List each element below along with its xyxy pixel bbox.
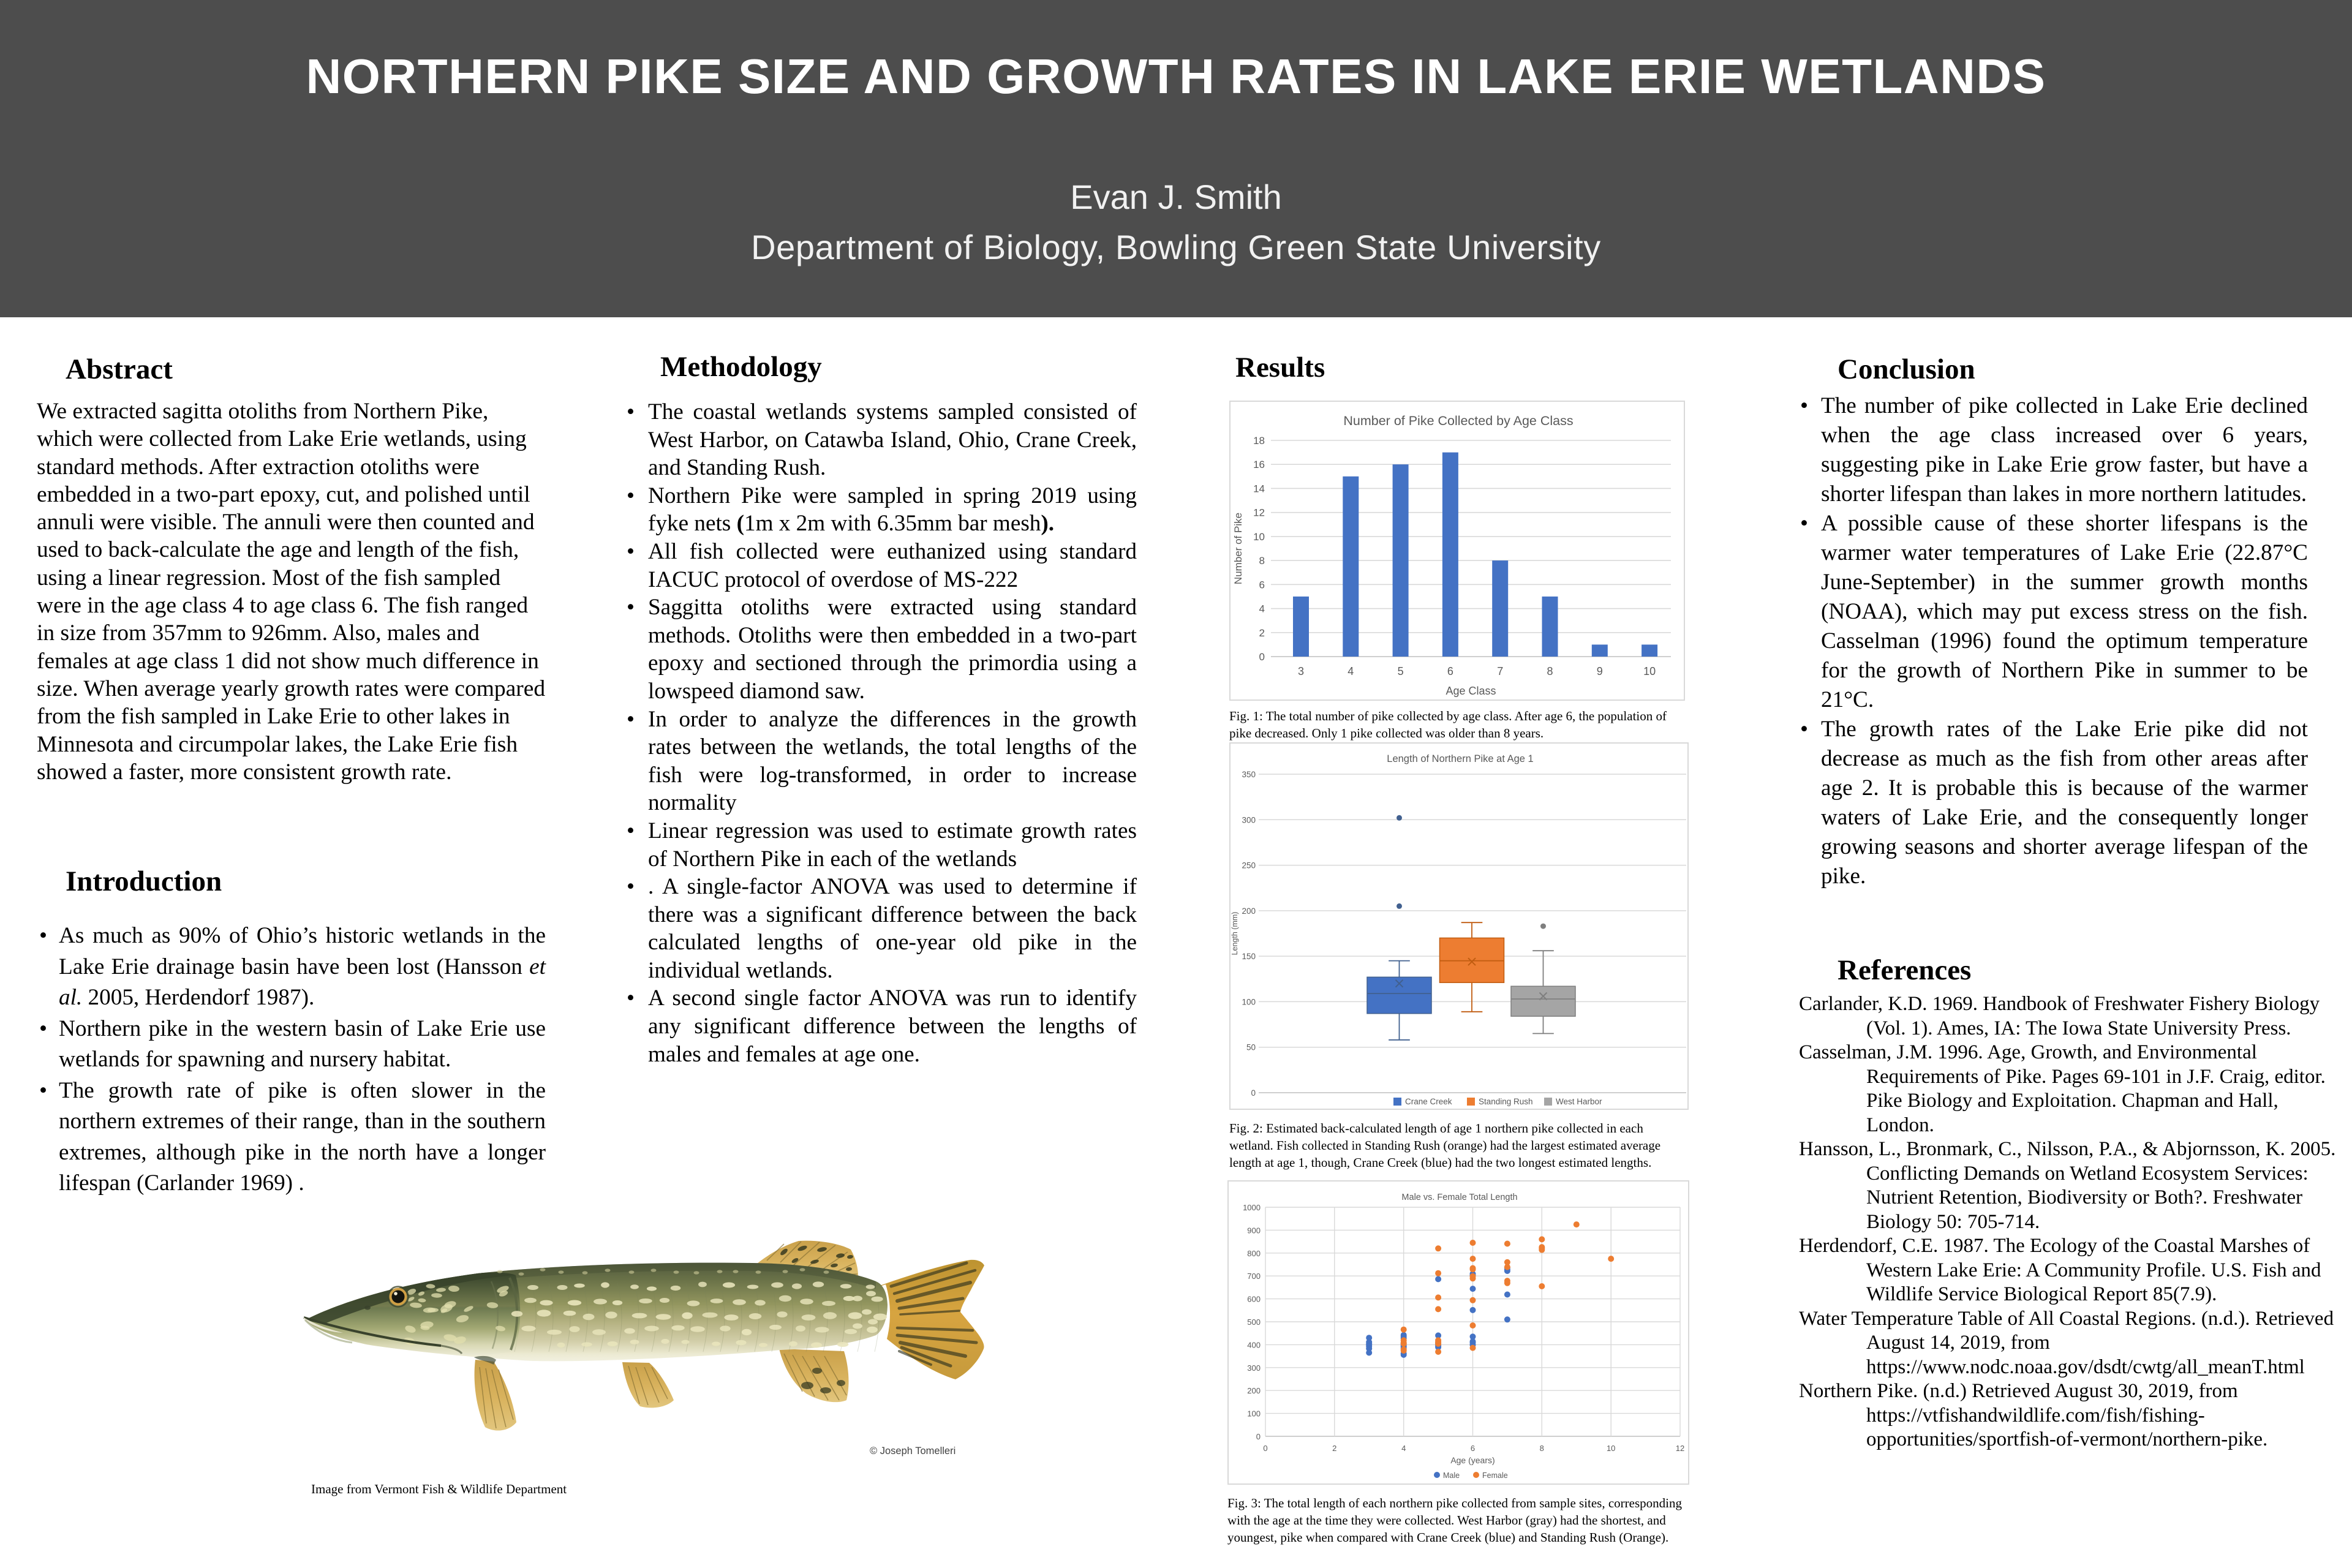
svg-text:Female: Female: [1482, 1471, 1508, 1480]
svg-text:350: 350: [1242, 770, 1256, 779]
svg-text:100: 100: [1247, 1409, 1261, 1419]
svg-text:6: 6: [1259, 579, 1265, 590]
svg-text:600: 600: [1247, 1295, 1261, 1304]
svg-text:18: 18: [1253, 435, 1265, 447]
svg-text:250: 250: [1242, 861, 1256, 870]
svg-text:0: 0: [1251, 1088, 1256, 1098]
svg-text:10: 10: [1253, 531, 1265, 543]
svg-text:3: 3: [1298, 665, 1304, 677]
svg-text:0: 0: [1259, 651, 1265, 663]
svg-text:7: 7: [1497, 665, 1503, 677]
svg-text:300: 300: [1242, 815, 1256, 824]
svg-text:200: 200: [1247, 1386, 1261, 1395]
svg-text:0: 0: [1256, 1432, 1261, 1441]
svg-text:Number of Pike Collected by Ag: Number of Pike Collected by Age Class: [1343, 413, 1573, 428]
svg-text:900: 900: [1247, 1226, 1261, 1235]
svg-text:Age Class: Age Class: [1446, 685, 1496, 697]
svg-text:800: 800: [1247, 1249, 1261, 1258]
svg-text:300: 300: [1247, 1363, 1261, 1373]
svg-text:5: 5: [1398, 665, 1404, 677]
svg-text:6: 6: [1471, 1444, 1475, 1453]
svg-text:West Harbor: West Harbor: [1556, 1097, 1602, 1106]
svg-text:4: 4: [1259, 603, 1265, 615]
svg-text:Standing Rush: Standing Rush: [1479, 1097, 1533, 1106]
svg-text:500: 500: [1247, 1317, 1261, 1327]
svg-text:50: 50: [1246, 1043, 1256, 1052]
svg-text:0: 0: [1263, 1444, 1267, 1453]
svg-text:2: 2: [1259, 627, 1265, 639]
svg-text:4: 4: [1401, 1444, 1406, 1453]
svg-text:700: 700: [1247, 1272, 1261, 1281]
svg-text:10: 10: [1643, 665, 1656, 677]
svg-text:400: 400: [1247, 1340, 1261, 1349]
svg-text:12: 12: [1253, 507, 1265, 519]
svg-text:4: 4: [1348, 665, 1354, 677]
svg-text:8: 8: [1540, 1444, 1544, 1453]
svg-text:200: 200: [1242, 907, 1256, 916]
svg-text:8: 8: [1259, 555, 1265, 567]
svg-text:150: 150: [1242, 952, 1256, 961]
svg-text:Male vs. Female Total Length: Male vs. Female Total Length: [1401, 1193, 1517, 1202]
svg-text:6: 6: [1447, 665, 1453, 677]
svg-text:Length of Northern Pike at Age: Length of Northern Pike at Age 1: [1387, 753, 1533, 764]
svg-text:Number of Pike: Number of Pike: [1232, 513, 1244, 584]
svg-text:12: 12: [1676, 1444, 1684, 1453]
svg-text:14: 14: [1253, 483, 1265, 494]
svg-text:Length (mm): Length (mm): [1231, 912, 1239, 956]
svg-text:16: 16: [1253, 459, 1265, 470]
svg-text:9: 9: [1597, 665, 1603, 677]
svg-text:Age (years): Age (years): [1450, 1455, 1494, 1465]
svg-text:Crane Creek: Crane Creek: [1405, 1097, 1452, 1106]
svg-text:10: 10: [1607, 1444, 1615, 1453]
svg-text:1000: 1000: [1243, 1203, 1261, 1212]
svg-text:2: 2: [1332, 1444, 1336, 1453]
svg-text:Male: Male: [1443, 1471, 1460, 1480]
svg-text:8: 8: [1547, 665, 1553, 677]
svg-text:100: 100: [1242, 997, 1256, 1006]
